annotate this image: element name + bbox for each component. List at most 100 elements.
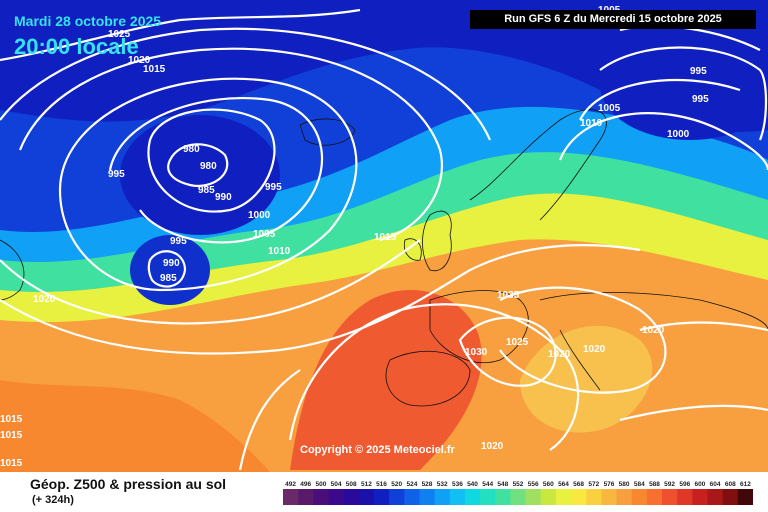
- legend-tick-label: 568: [573, 481, 584, 488]
- legend-swatch: [525, 489, 542, 505]
- color-scale-legend: 492 496 500 504 508 512 516 520 524 528 532 536 540 5…: [283, 481, 753, 505]
- isobar-label: 1020: [33, 294, 56, 305]
- isobars: [0, 8, 768, 471]
- legend-tick-label: 524: [406, 481, 417, 488]
- legend-tick-label: 576: [604, 481, 615, 488]
- legend-swatch: [419, 489, 435, 505]
- legend-swatch: [707, 489, 723, 505]
- isobar-label: 990: [215, 192, 232, 203]
- legend-tick-label: 600: [694, 481, 705, 488]
- central-europe: [539, 292, 768, 331]
- italy: [559, 329, 601, 391]
- legend-swatch: [722, 489, 739, 505]
- legend-swatch: [495, 489, 511, 505]
- isobar-label: 1005: [598, 103, 621, 114]
- legend-swatch: [434, 489, 451, 505]
- legend-tick-label: 544: [482, 481, 493, 488]
- copyright-notice: Copyright © 2025 Meteociel.fr: [300, 444, 455, 456]
- isobar-label: 1025: [108, 29, 131, 40]
- legend-tick-label: 556: [528, 481, 539, 488]
- isobar-label: 995: [692, 94, 709, 105]
- isobar-label: 1015: [0, 414, 23, 425]
- isobar-label: 1015: [0, 430, 23, 441]
- isobar-label: 1025: [506, 337, 529, 348]
- isobar-labels: 1025 1020 1015 995 980 980 985 990 995 1…: [0, 5, 709, 469]
- isobar-label: 1020: [583, 344, 606, 355]
- legend-tick-label: 512: [361, 481, 372, 488]
- isobar-label: 980: [200, 161, 217, 172]
- map-title: Géop. Z500 & pression au sol: [30, 476, 227, 492]
- legend-swatch: [298, 489, 314, 505]
- legend-tick-label: 536: [452, 481, 463, 488]
- legend-tick-label: 540: [467, 481, 478, 488]
- norway: [469, 109, 607, 221]
- isobar-label: 1030: [465, 347, 488, 358]
- legend-tick-label: 496: [300, 481, 311, 488]
- legend-tick-label: 520: [391, 481, 402, 488]
- isobar-label: 995: [265, 182, 282, 193]
- legend-swatch: [358, 489, 375, 505]
- legend-tick-label: 572: [588, 481, 599, 488]
- isobar-label: 1020: [548, 349, 571, 360]
- geopotential-map: 1025 1020 1015 995 980 980 985 990 995 1…: [0, 0, 768, 472]
- legend-tick-label: 552: [513, 481, 524, 488]
- isobar-label: 1010: [268, 246, 291, 257]
- legend-swatch: [692, 489, 708, 505]
- iceland: [299, 118, 356, 146]
- legend-tick-label: 528: [422, 481, 433, 488]
- legend-swatch: [555, 489, 572, 505]
- legend-swatch: [631, 489, 648, 505]
- legend-tick-label: 580: [619, 481, 630, 488]
- isobar-label: 980: [183, 144, 200, 155]
- legend-swatch: [601, 489, 617, 505]
- low-iceland: [120, 115, 280, 235]
- legend-swatch: [389, 489, 405, 505]
- field-band-sw: [0, 380, 270, 472]
- legend-tick-label: 564: [558, 481, 569, 488]
- field-core-light: [520, 325, 653, 433]
- legend-swatch: [283, 489, 299, 505]
- legend-tick-label: 608: [725, 481, 736, 488]
- isobar-label: 1010: [580, 118, 603, 129]
- legend-swatch: [646, 489, 663, 505]
- legend-tick-label: 532: [437, 481, 448, 488]
- valid-time: 20:00 locale: [14, 34, 139, 59]
- isobar-label: 1000: [667, 129, 690, 140]
- legend-tick-label: 588: [649, 481, 660, 488]
- legend-swatch: [404, 489, 420, 505]
- isobar-label: 985: [198, 185, 215, 196]
- legend-swatch: [737, 489, 753, 505]
- legend-swatch: [586, 489, 602, 505]
- field-band-deep: [0, 0, 768, 132]
- isobar-label: 995: [690, 66, 707, 77]
- forecast-offset: (+ 324h): [32, 494, 74, 506]
- legend-swatch: [343, 489, 360, 505]
- legend-tick-label: 508: [346, 481, 357, 488]
- legend-tick-label: 500: [315, 481, 326, 488]
- isobar-label: 1020: [128, 55, 151, 66]
- legend-swatch: [464, 489, 481, 505]
- isobar-label: 1015: [0, 458, 23, 469]
- greenland-tip: [0, 239, 25, 301]
- legend-tick-label: 492: [285, 481, 296, 488]
- legend-tick-label: 604: [710, 481, 721, 488]
- legend-swatch: [540, 489, 557, 505]
- legend-tick-label: 612: [740, 481, 751, 488]
- field-core-red: [290, 289, 482, 470]
- legend-swatch: [313, 489, 329, 505]
- isobar-label: 1020: [481, 441, 504, 452]
- isobar-label: 1005: [253, 229, 276, 240]
- legend-swatch: [677, 489, 693, 505]
- legend-tick-label: 516: [376, 481, 387, 488]
- isobar-label: 995: [108, 169, 125, 180]
- isobar-label: 990: [163, 258, 180, 269]
- france: [429, 290, 529, 364]
- isobar-label: 1035: [497, 290, 520, 301]
- uk: [422, 210, 452, 272]
- legend-tick-label: 548: [497, 481, 508, 488]
- legend-tick-label: 504: [331, 481, 342, 488]
- iberia: [385, 350, 471, 407]
- legend-swatch: [374, 489, 390, 505]
- legend-tick-label: 592: [664, 481, 675, 488]
